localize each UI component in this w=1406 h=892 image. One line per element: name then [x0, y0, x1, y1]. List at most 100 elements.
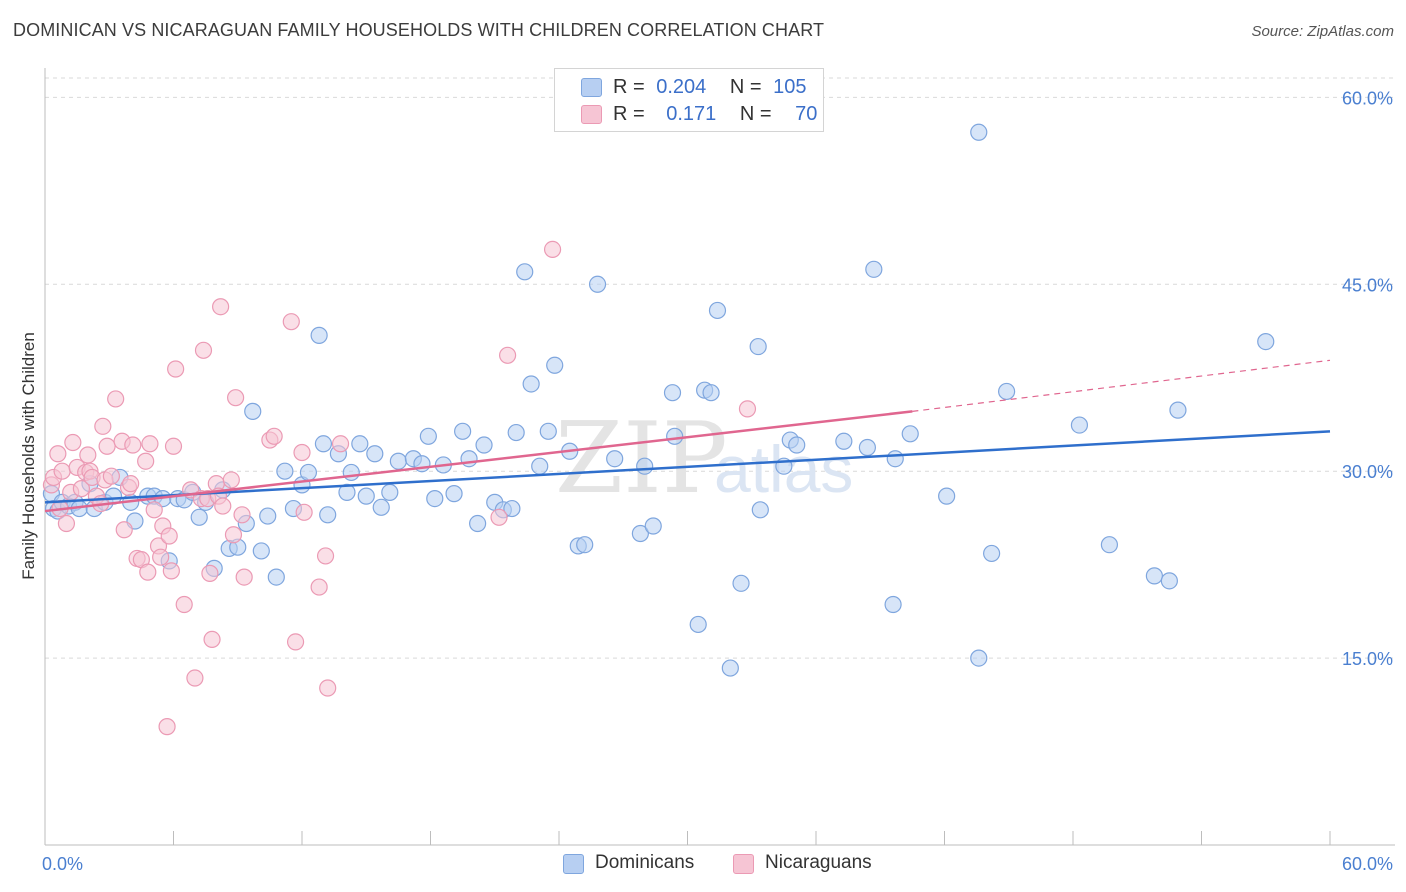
dominican-point [252, 542, 270, 560]
trend-lines [44, 359, 1331, 513]
dominican-point [636, 457, 654, 475]
dominican-point [1145, 567, 1163, 585]
y-tick-label: 60.0% [1342, 88, 1393, 108]
dominican-point [454, 422, 472, 440]
nicaraguan-point [53, 462, 71, 480]
dominican-point [357, 487, 375, 505]
dominican-point [721, 659, 739, 677]
y-tick-label: 15.0% [1342, 649, 1393, 669]
nicaraguan-point [319, 679, 337, 697]
dominican-trend-line [44, 430, 1331, 504]
dominican-point [732, 574, 750, 592]
dominican-point [389, 452, 407, 470]
dominican-point [983, 544, 1001, 563]
dominican-point [507, 423, 525, 442]
dominican-point [631, 524, 649, 543]
nicaraguan-point [194, 341, 213, 359]
nicaraguan-point [201, 564, 219, 582]
x-tick-label: 0.0% [42, 854, 83, 874]
dominican-point [708, 301, 727, 320]
nicaraguan-swatch [581, 105, 602, 124]
nicaraguan-point [222, 471, 240, 489]
nicaraguan-point [49, 445, 67, 463]
nicaraguan-point [139, 563, 157, 581]
dominican-point [351, 435, 369, 453]
bottom-dominican-label: Dominicans [595, 852, 695, 873]
nicaraguan-point [295, 503, 313, 521]
nicaraguan-point [72, 480, 91, 498]
dominican-point [749, 337, 767, 356]
nicaraguan-point [331, 435, 350, 453]
nicaraguan-trend-extension [912, 359, 1331, 412]
dom-n-label: N = [729, 76, 762, 98]
nicaraguan-point [137, 452, 155, 470]
nicaraguan-point [94, 417, 112, 435]
nic-r-value: 0.171 [666, 103, 717, 125]
nicaraguan-point [79, 446, 97, 464]
nicaraguan-point [145, 501, 163, 519]
nicaraguan-point [164, 437, 183, 455]
source-label: Source: ZipAtlas.com [1251, 23, 1394, 40]
dominican-point [426, 490, 444, 508]
bottom-nicaraguan-swatch [733, 854, 754, 874]
dominican-point [1100, 536, 1119, 554]
nicaraguan-point [162, 562, 180, 580]
dominican-point [666, 427, 684, 445]
nicaraguan-point [160, 527, 178, 545]
nicaraguan-point [64, 433, 82, 452]
dominican-point [588, 275, 607, 293]
dominican-point [970, 649, 988, 667]
nicaraguan-point [152, 548, 170, 566]
nicaraguan-point [107, 390, 125, 408]
dominican-point [469, 514, 487, 533]
nicaraguan-point [282, 313, 300, 331]
dominican-swatch [581, 78, 602, 97]
nicaraguan-point [543, 240, 562, 258]
y-axis-label: Family Households with Children [19, 332, 38, 580]
nicaraguan-point [141, 435, 159, 453]
nicaraguan-point [167, 360, 185, 378]
dominican-point [244, 402, 262, 420]
dominican-point [366, 445, 384, 463]
dominican-point [190, 508, 208, 526]
dominican-point [338, 483, 356, 501]
nicaraguan-point [102, 467, 120, 485]
dominican-point [663, 384, 682, 402]
nicaraguan-point [186, 669, 204, 687]
dominican-point [546, 356, 564, 374]
nicaraguan-point [158, 718, 176, 736]
dominican-point [998, 382, 1016, 401]
nicaraguan-point [235, 568, 253, 586]
nicaraguan-point [115, 521, 133, 539]
dominican-point [342, 463, 360, 482]
dominican-point [884, 595, 902, 614]
dominican-point [503, 499, 521, 518]
dominican-point [938, 487, 956, 505]
dominican-point [310, 326, 328, 344]
axes [44, 68, 1395, 846]
dominican-point [475, 436, 493, 454]
dominican-point [460, 450, 478, 468]
dominican-point [644, 517, 662, 535]
y-tick-label: 30.0% [1342, 462, 1393, 482]
dominican-point [419, 427, 437, 445]
dominican-point [576, 536, 594, 554]
nicaraguan-point [57, 514, 76, 533]
bottom-dominican-swatch [563, 854, 584, 874]
y-tick-label: 45.0% [1342, 275, 1393, 295]
nicaraguan-point [286, 633, 305, 651]
legend: R = 0.204 N = 105 R = 0.171 N = 70 [554, 68, 824, 132]
nic-n-value: 70 [795, 103, 818, 125]
dominican-point [702, 384, 720, 402]
nicaraguan-point [227, 389, 245, 407]
dominican-point [1169, 401, 1187, 419]
dominican-point [445, 485, 463, 503]
dominican-point [835, 432, 853, 450]
dominican-point [606, 450, 624, 468]
nicaraguan-point [310, 578, 328, 596]
nicaraguan-point [124, 436, 142, 454]
tick-labels: 15.0% 30.0% 45.0% 60.0% 0.0% 60.0% [42, 88, 1393, 874]
dominican-point [1257, 333, 1275, 351]
dom-r-value: 0.204 [656, 76, 707, 98]
